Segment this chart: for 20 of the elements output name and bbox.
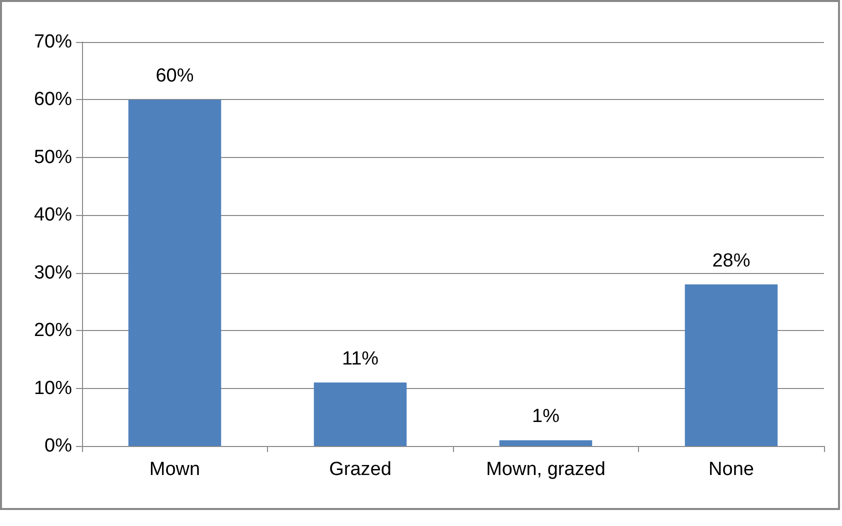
y-tick-label: 40% [34,204,72,226]
data-label: 60% [156,66,194,87]
bar [314,382,407,446]
bar [499,440,592,446]
x-tick-label: Mown [149,459,200,480]
data-label: 1% [532,406,560,428]
y-tick-label: 30% [34,262,72,284]
y-tick-label: 60% [34,89,72,110]
y-tick-label: 70% [34,32,72,52]
y-tick-label: 10% [34,378,72,399]
data-label: 28% [712,250,750,272]
y-tick-label: 50% [34,146,72,168]
x-tick-label: None [708,459,754,480]
y-tick-label: 20% [34,320,72,342]
bar [128,100,222,446]
x-tick-label: Mown, grazed [486,459,606,480]
y-tick-label: 0% [44,436,72,456]
data-label: 11% [342,348,379,370]
x-tick-label: Grazed [329,459,392,480]
bar [684,284,778,446]
